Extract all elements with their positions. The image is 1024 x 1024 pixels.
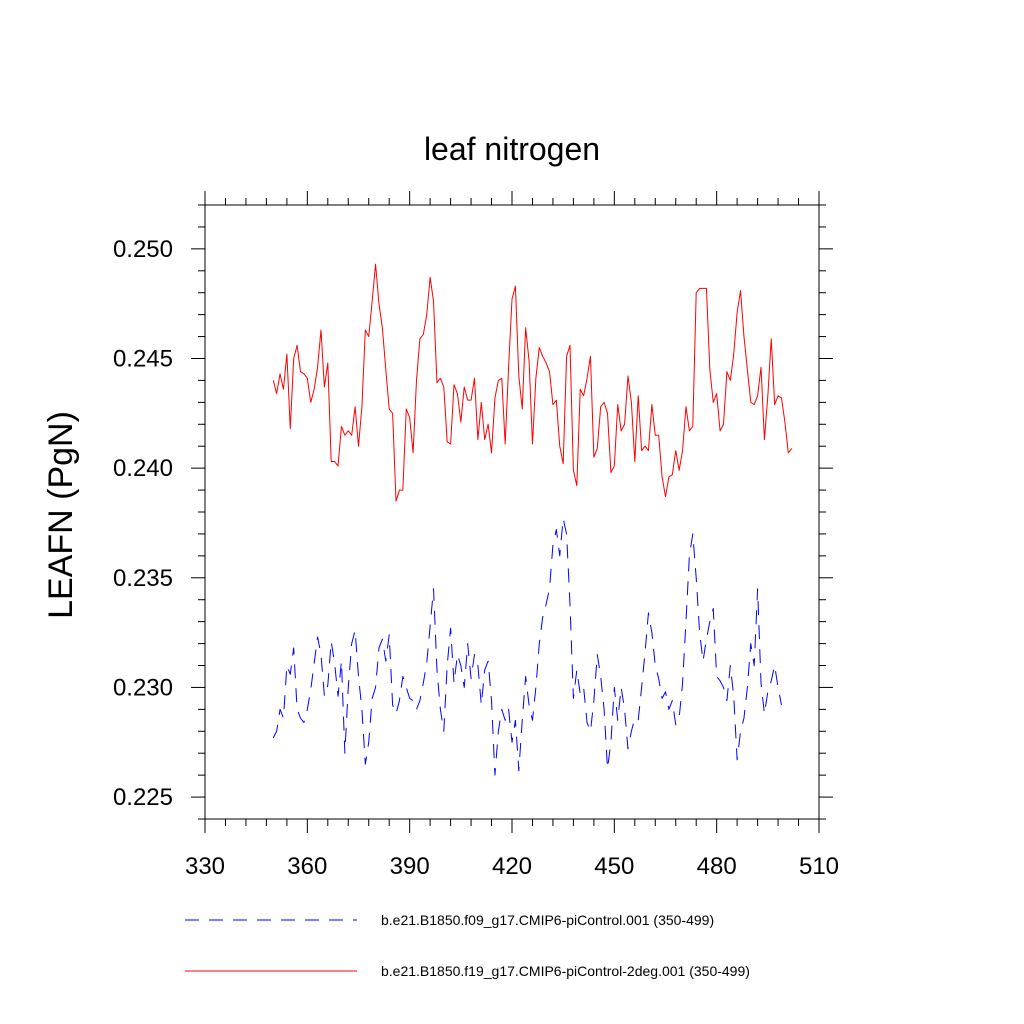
y-tick-label: 0.250 [113, 236, 173, 263]
legend-label-series-1: b.e21.B1850.f09_g17.CMIP6-piControl.001 … [381, 912, 714, 928]
chart-title: leaf nitrogen [424, 131, 600, 167]
y-tick-label: 0.240 [113, 455, 173, 482]
x-tick-label: 390 [390, 853, 430, 880]
plot-frame [204, 204, 820, 820]
legend: b.e21.B1850.f09_g17.CMIP6-piControl.001 … [185, 912, 750, 979]
x-tick-label: 480 [697, 853, 737, 880]
series-line-1 [272, 518, 782, 776]
y-tick-label: 0.225 [113, 784, 173, 811]
x-tick-label: 420 [492, 853, 532, 880]
series-line-2 [272, 263, 793, 502]
legend-label-series-2: b.e21.B1850.f19_g17.CMIP6-piControl-2deg… [381, 963, 750, 979]
axis-ticks [191, 191, 833, 833]
series-lines [272, 263, 793, 776]
axis-tick-labels: 330 360 390 420 450 480 510 0.225 0.230 0.235 0.24… [113, 236, 839, 880]
x-tick-label: 330 [185, 853, 225, 880]
y-tick-label: 0.230 [113, 674, 173, 701]
y-tick-label: 0.235 [113, 565, 173, 592]
x-tick-label: 360 [287, 853, 327, 880]
x-tick-label: 450 [594, 853, 634, 880]
x-tick-label: 510 [799, 853, 839, 880]
y-axis-label: LEAFN (PgN) [42, 411, 80, 619]
y-tick-label: 0.245 [113, 346, 173, 373]
